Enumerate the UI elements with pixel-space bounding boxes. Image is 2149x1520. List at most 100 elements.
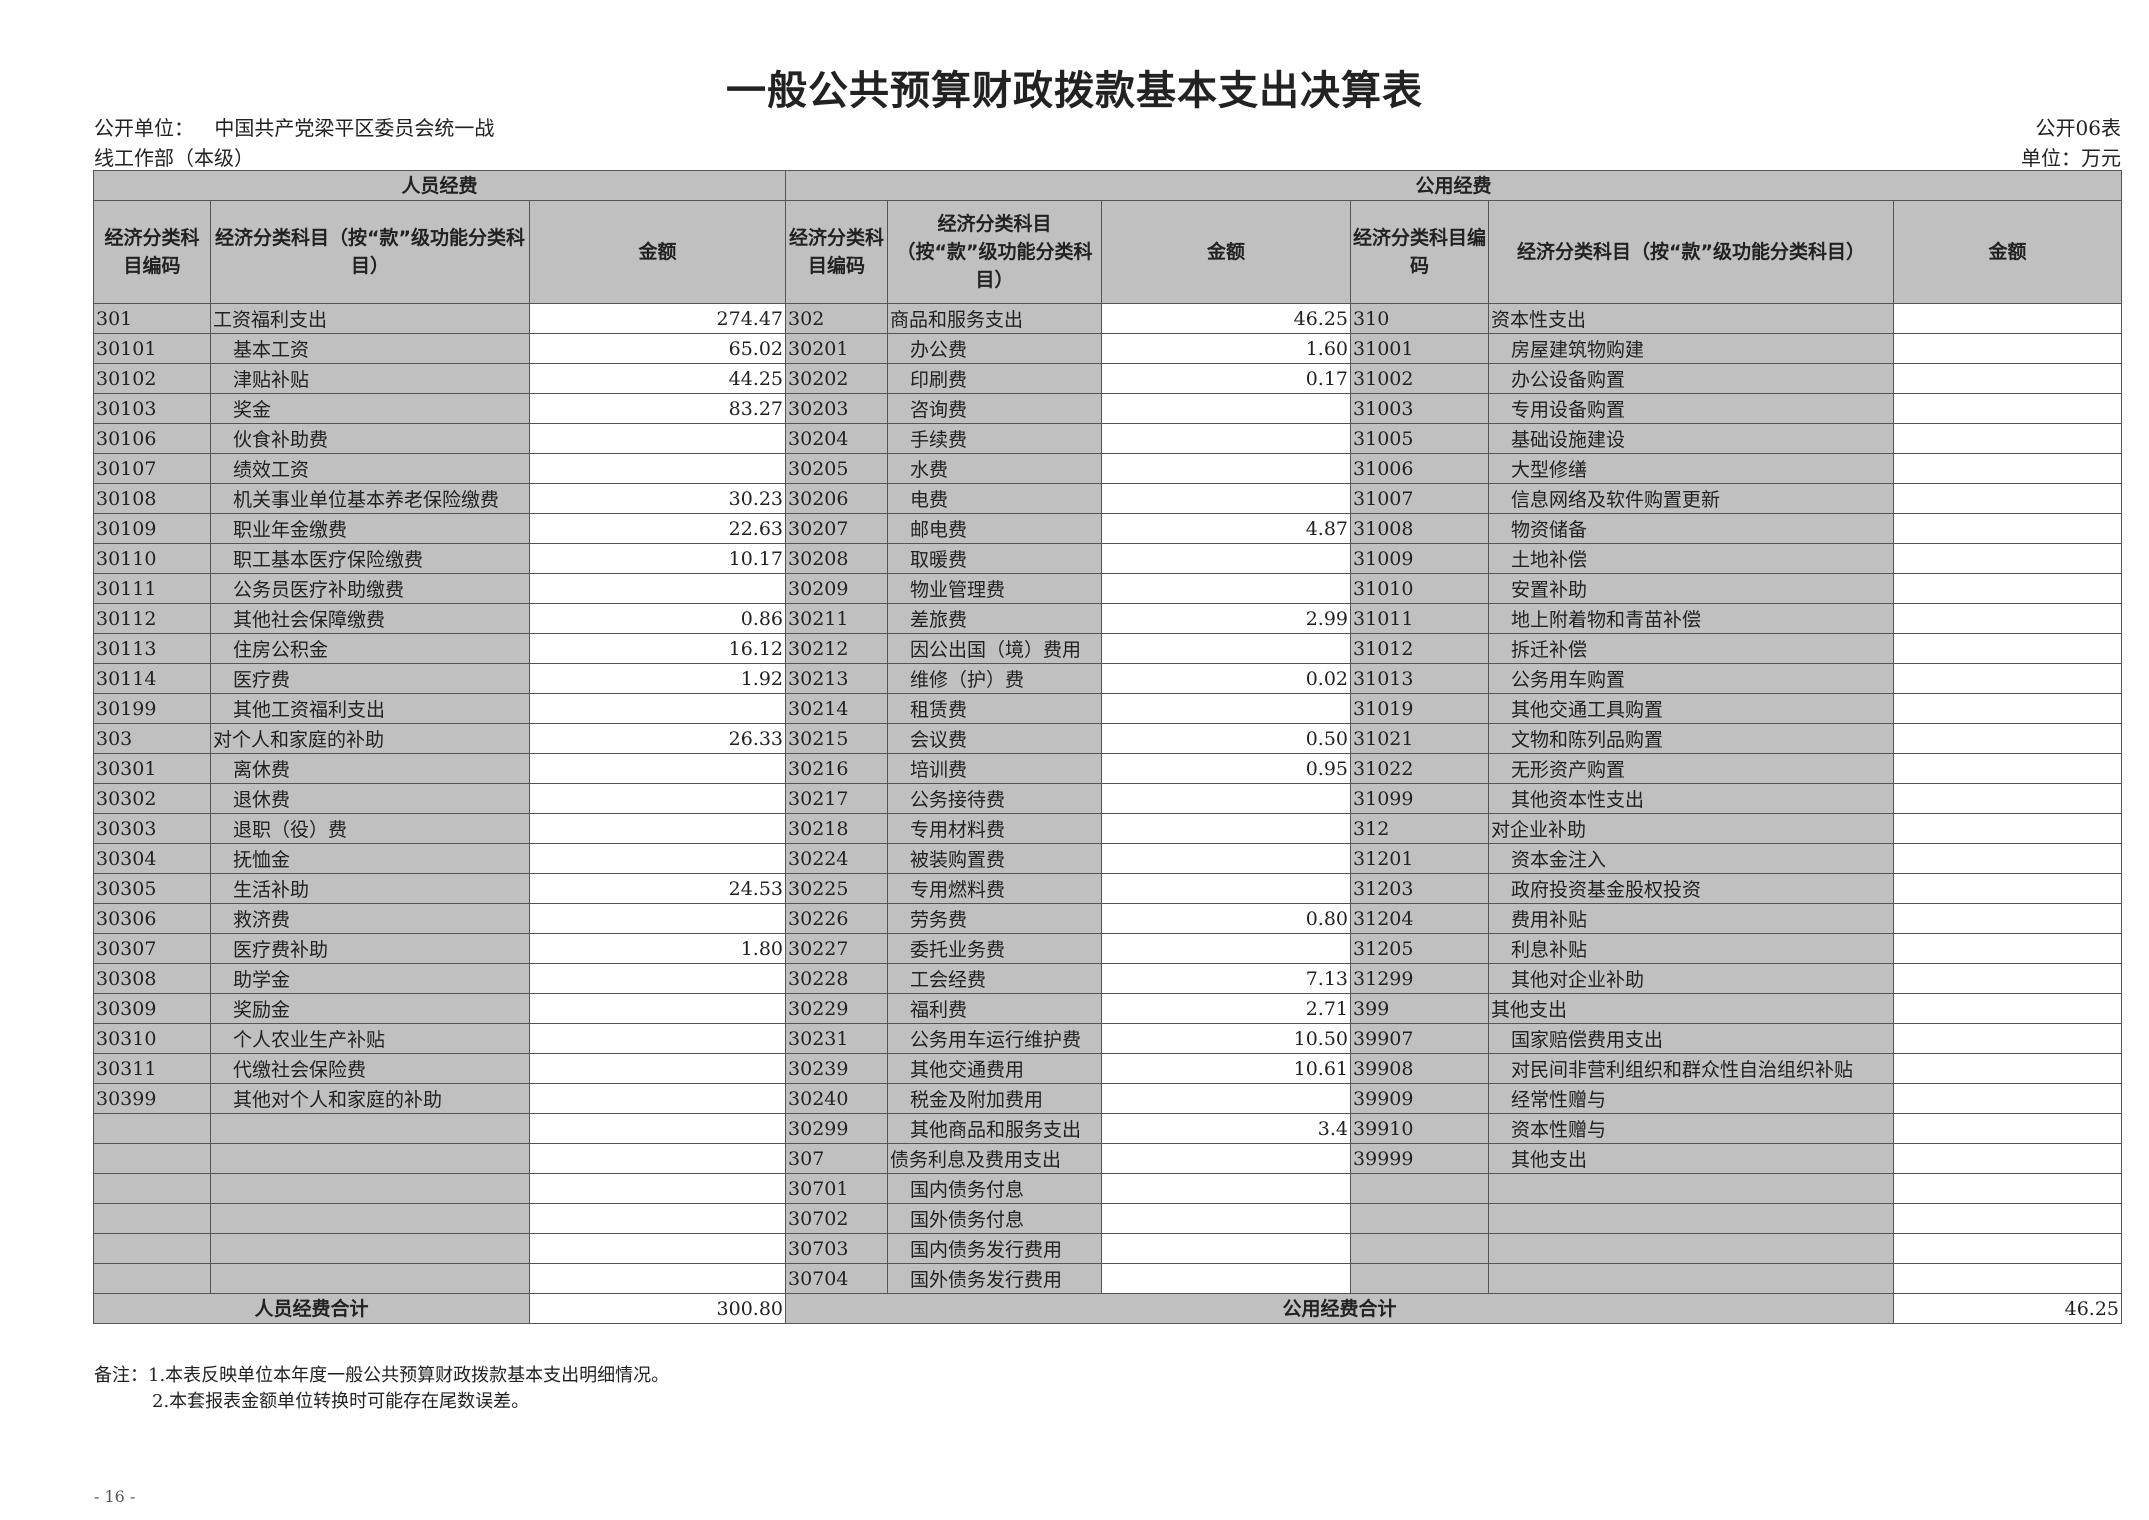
public-a-name-cell: 公务接待费 (887, 783, 1103, 814)
public-a-code-cell: 30207 (785, 513, 889, 544)
public-b-code-cell: 31022 (1350, 753, 1490, 784)
public-a-amount-cell (1101, 483, 1352, 514)
public-b-code-cell: 31011 (1350, 603, 1490, 634)
public-b-name-cell: 经常性赠与 (1488, 1083, 1895, 1114)
public-a-name-cell: 维修（护）费 (887, 663, 1103, 694)
public-b-code-cell: 31203 (1350, 873, 1490, 904)
public-b-amount-cell (1893, 693, 2123, 724)
personnel-name-cell (210, 1173, 530, 1204)
public-b-name-cell: 其他支出 (1488, 993, 1895, 1024)
personnel-code-cell: 30307 (93, 933, 211, 964)
public-a-amount-cell (1101, 1083, 1352, 1114)
public-a-name-cell: 办公费 (887, 333, 1103, 364)
personnel-amount-cell: 1.92 (528, 663, 787, 694)
public-a-amount-cell (1101, 813, 1352, 844)
personnel-name-cell (210, 1113, 530, 1144)
public-a-amount-cell: 0.02 (1101, 663, 1352, 694)
public-b-name-cell (1488, 1233, 1895, 1264)
public-b-code-cell: 312 (1350, 813, 1490, 844)
public-b-name-cell: 其他资本性支出 (1488, 783, 1895, 814)
public-b-amount-cell (1893, 573, 2123, 604)
personnel-amount-cell: 65.02 (528, 333, 787, 364)
public-b-name-cell: 资本性赠与 (1488, 1113, 1895, 1144)
personnel-amount-cell: 274.47 (528, 303, 787, 334)
personnel-code-cell: 30107 (93, 453, 211, 484)
public-b-code-cell: 39907 (1350, 1023, 1490, 1054)
public-b-name-cell: 无形资产购置 (1488, 753, 1895, 784)
personnel-code-cell: 30106 (93, 423, 211, 454)
table-row: 30103 奖金 83.27 30203 咨询费 31003 专用设备购置 (93, 393, 2123, 424)
table-row: 30703 国内债务发行费用 (93, 1233, 2123, 1264)
unit-name-cont: 线工作部（本级） (94, 146, 254, 170)
public-b-name-cell: 费用补贴 (1488, 903, 1895, 934)
public-b-name-cell: 专用设备购置 (1488, 393, 1895, 424)
personnel-name-cell (210, 1203, 530, 1234)
public-a-name-cell: 商品和服务支出 (887, 303, 1103, 334)
personnel-amount-cell (528, 693, 787, 724)
public-a-code-cell: 30205 (785, 453, 889, 484)
public-a-name-cell: 邮电费 (887, 513, 1103, 544)
col-header-amount: 金额 (1101, 200, 1352, 304)
public-a-amount-cell (1101, 423, 1352, 454)
public-b-amount-cell (1893, 1203, 2123, 1234)
personnel-amount-cell: 26.33 (528, 723, 787, 754)
table-row: 30111 公务员医疗补助缴费 30209 物业管理费 31010 安置补助 (93, 573, 2123, 604)
public-a-code-cell: 30201 (785, 333, 889, 364)
personnel-code-cell: 30111 (93, 573, 211, 604)
personnel-code-cell: 30303 (93, 813, 211, 844)
personnel-name-cell: 抚恤金 (210, 843, 530, 874)
personnel-code-cell: 30309 (93, 993, 211, 1024)
public-b-name-cell: 土地补偿 (1488, 543, 1895, 574)
personnel-amount-cell (528, 813, 787, 844)
personnel-code-cell: 30311 (93, 1053, 211, 1084)
public-a-code-cell: 30208 (785, 543, 889, 574)
public-a-name-cell: 手续费 (887, 423, 1103, 454)
public-a-code-cell: 30218 (785, 813, 889, 844)
public-a-code-cell: 30299 (785, 1113, 889, 1144)
public-b-code-cell: 31299 (1350, 963, 1490, 994)
unit-name: 中国共产党梁平区委员会统一战 (214, 116, 495, 140)
personnel-name-cell: 其他对个人和家庭的补助 (210, 1083, 530, 1114)
public-b-amount-cell (1893, 513, 2123, 544)
public-a-amount-cell (1101, 873, 1352, 904)
personnel-name-cell: 机关事业单位基本养老保险缴费 (210, 483, 530, 514)
public-a-name-cell: 差旅费 (887, 603, 1103, 634)
public-b-amount-cell (1893, 303, 2123, 334)
personnel-name-cell: 其他工资福利支出 (210, 693, 530, 724)
public-b-code-cell: 399 (1350, 993, 1490, 1024)
public-b-amount-cell (1893, 633, 2123, 664)
personnel-amount-cell: 16.12 (528, 633, 787, 664)
public-b-name-cell: 文物和陈列品购置 (1488, 723, 1895, 754)
public-b-code-cell: 31204 (1350, 903, 1490, 934)
public-b-code-cell: 31012 (1350, 633, 1490, 664)
personnel-code-cell: 30109 (93, 513, 211, 544)
public-b-amount-cell (1893, 543, 2123, 574)
personnel-amount-cell: 83.27 (528, 393, 787, 424)
table-row: 301 工资福利支出 274.47 302 商品和服务支出 46.25 310 资本性支出 (93, 303, 2123, 334)
personnel-amount-cell (528, 1023, 787, 1054)
public-b-code-cell: 31006 (1350, 453, 1490, 484)
personnel-code-cell: 30110 (93, 543, 211, 574)
col-header-amount: 金额 (1893, 200, 2123, 304)
public-a-amount-cell (1101, 1203, 1352, 1234)
public-a-amount-cell: 0.95 (1101, 753, 1352, 784)
personnel-name-cell: 代缴社会保险费 (210, 1053, 530, 1084)
public-a-code-cell: 30204 (785, 423, 889, 454)
public-a-code-cell: 30209 (785, 573, 889, 604)
personnel-amount-cell (528, 573, 787, 604)
totals-row: 人员经费合计 300.80 公用经费合计 46.25 (93, 1293, 2123, 1324)
table-row: 30101 基本工资 65.02 30201 办公费 1.60 31001 房屋建筑物购建 (93, 333, 2123, 364)
public-b-code-cell: 31002 (1350, 363, 1490, 394)
public-b-code-cell (1350, 1233, 1490, 1264)
public-a-name-cell: 水费 (887, 453, 1103, 484)
public-b-name-cell: 地上附着物和青苗补偿 (1488, 603, 1895, 634)
personnel-code-cell: 30301 (93, 753, 211, 784)
personnel-amount-cell (528, 453, 787, 484)
public-a-code-cell: 30215 (785, 723, 889, 754)
personnel-code-cell: 30310 (93, 1023, 211, 1054)
personnel-code-cell: 30302 (93, 783, 211, 814)
personnel-code-cell: 30308 (93, 963, 211, 994)
public-b-code-cell: 31001 (1350, 333, 1490, 364)
public-a-code-cell: 307 (785, 1143, 889, 1174)
col-header-code: 经济分类科目编码 (1350, 200, 1490, 304)
